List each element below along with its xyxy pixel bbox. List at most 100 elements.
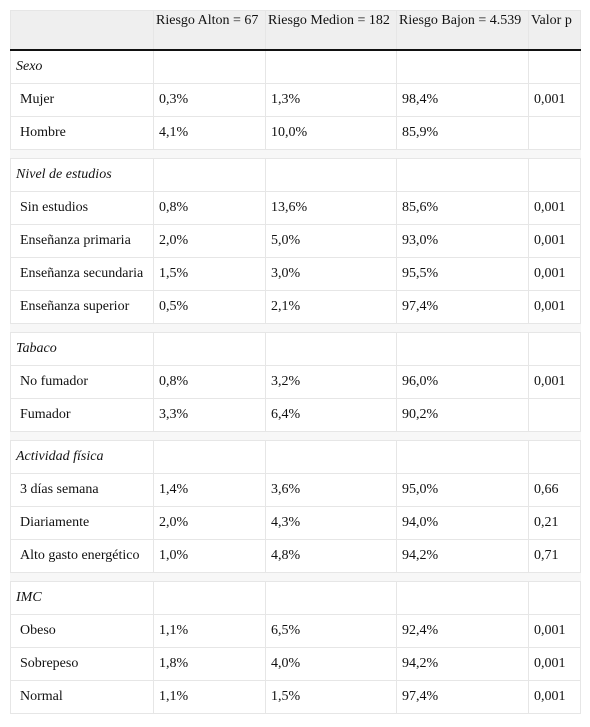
table-row: 3 días semana 1,4% 3,6% 95,0% 0,66	[10, 473, 581, 507]
spacer-row	[10, 323, 581, 333]
percent-cell: 2,0%	[153, 506, 266, 540]
percent-cell: 2,1%	[265, 290, 397, 324]
percent-cell: 1,1%	[153, 680, 266, 714]
row-label: Alto gasto energético	[10, 539, 154, 573]
p-value-cell: 0,001	[528, 365, 581, 399]
row-label: Normal	[10, 680, 154, 714]
percent-cell: 96,0%	[396, 365, 529, 399]
table-body: Sexo Mujer 0,3% 1,3% 98,4% 0,001 Hombre 4,1% 10,…	[10, 49, 581, 714]
percent-cell: 4,1%	[153, 116, 266, 150]
row-label: Fumador	[10, 398, 154, 432]
section-empty-cell	[396, 49, 529, 84]
row-label: Sobrepeso	[10, 647, 154, 681]
percent-cell: 3,6%	[265, 473, 397, 507]
spacer-cell	[10, 431, 154, 441]
p-value-cell	[528, 116, 581, 150]
p-value-cell: 0,001	[528, 647, 581, 681]
section-empty-cell	[528, 158, 581, 192]
spacer-row	[10, 431, 581, 441]
spacer-cell	[396, 323, 529, 333]
section-row: IMC	[10, 581, 581, 615]
header-cell-medium-risk: Riesgo Medion = 182	[265, 10, 397, 51]
p-value-cell: 0,001	[528, 680, 581, 714]
section-empty-cell	[528, 581, 581, 615]
percent-cell: 85,9%	[396, 116, 529, 150]
section-empty-cell	[265, 49, 397, 84]
table-row: No fumador 0,8% 3,2% 96,0% 0,001	[10, 365, 581, 399]
spacer-cell	[153, 149, 266, 159]
section-empty-cell	[153, 332, 266, 366]
header-cell-empty	[10, 10, 154, 51]
percent-cell: 1,0%	[153, 539, 266, 573]
row-label: Hombre	[10, 116, 154, 150]
percent-cell: 1,5%	[153, 257, 266, 291]
section-empty-cell	[153, 581, 266, 615]
section-empty-cell	[153, 440, 266, 474]
section-empty-cell	[396, 581, 529, 615]
table-row: Enseñanza superior 0,5% 2,1% 97,4% 0,001	[10, 290, 581, 324]
section-empty-cell	[396, 440, 529, 474]
percent-cell: 93,0%	[396, 224, 529, 258]
p-value-cell	[528, 398, 581, 432]
spacer-cell	[528, 323, 581, 333]
spacer-cell	[396, 431, 529, 441]
section-row: Sexo	[10, 49, 581, 84]
percent-cell: 3,3%	[153, 398, 266, 432]
percent-cell: 92,4%	[396, 614, 529, 648]
header-cell-high-risk: Riesgo Alton = 67	[153, 10, 266, 51]
p-value-cell: 0,001	[528, 290, 581, 324]
percent-cell: 0,3%	[153, 83, 266, 117]
spacer-row	[10, 572, 581, 582]
table-row: Obeso 1,1% 6,5% 92,4% 0,001	[10, 614, 581, 648]
section-row: Actividad física	[10, 440, 581, 474]
percent-cell: 90,2%	[396, 398, 529, 432]
spacer-cell	[265, 323, 397, 333]
spacer-cell	[153, 572, 266, 582]
section-empty-cell	[265, 440, 397, 474]
header-cell-low-risk: Riesgo Bajon = 4.539	[396, 10, 529, 51]
table-row: Diariamente 2,0% 4,3% 94,0% 0,21	[10, 506, 581, 540]
table-row: Sobrepeso 1,8% 4,0% 94,2% 0,001	[10, 647, 581, 681]
section-empty-cell	[528, 49, 581, 84]
percent-cell: 94,2%	[396, 539, 529, 573]
table-row: Alto gasto energético 1,0% 4,8% 94,2% 0,71	[10, 539, 581, 573]
section-empty-cell	[528, 440, 581, 474]
table-row: Normal 1,1% 1,5% 97,4% 0,001	[10, 680, 581, 714]
p-value-cell: 0,001	[528, 257, 581, 291]
row-label: Enseñanza primaria	[10, 224, 154, 258]
p-value-cell: 0,001	[528, 614, 581, 648]
percent-cell: 4,3%	[265, 506, 397, 540]
spacer-cell	[396, 149, 529, 159]
section-empty-cell	[153, 49, 266, 84]
percent-cell: 4,8%	[265, 539, 397, 573]
row-label: Sin estudios	[10, 191, 154, 225]
section-title: Actividad física	[10, 440, 154, 474]
row-label: Mujer	[10, 83, 154, 117]
p-value-cell: 0,66	[528, 473, 581, 507]
section-empty-cell	[265, 158, 397, 192]
row-label: No fumador	[10, 365, 154, 399]
row-label: Diariamente	[10, 506, 154, 540]
header-cell-p-value: Valor p	[528, 10, 581, 51]
table-row: Mujer 0,3% 1,3% 98,4% 0,001	[10, 83, 581, 117]
spacer-cell	[265, 431, 397, 441]
percent-cell: 1,4%	[153, 473, 266, 507]
percent-cell: 10,0%	[265, 116, 397, 150]
section-empty-cell	[153, 158, 266, 192]
p-value-cell: 0,71	[528, 539, 581, 573]
percent-cell: 95,0%	[396, 473, 529, 507]
percent-cell: 95,5%	[396, 257, 529, 291]
row-label: 3 días semana	[10, 473, 154, 507]
spacer-cell	[153, 431, 266, 441]
table-row: Enseñanza secundaria 1,5% 3,0% 95,5% 0,001	[10, 257, 581, 291]
percent-cell: 13,6%	[265, 191, 397, 225]
spacer-cell	[10, 572, 154, 582]
percent-cell: 0,8%	[153, 191, 266, 225]
section-row: Nivel de estudios	[10, 158, 581, 192]
spacer-cell	[528, 572, 581, 582]
table-header: Riesgo Alton = 67 Riesgo Medion = 182 Ri…	[10, 10, 581, 51]
percent-cell: 1,1%	[153, 614, 266, 648]
table-row: Fumador 3,3% 6,4% 90,2%	[10, 398, 581, 432]
spacer-row	[10, 149, 581, 159]
percent-cell: 2,0%	[153, 224, 266, 258]
